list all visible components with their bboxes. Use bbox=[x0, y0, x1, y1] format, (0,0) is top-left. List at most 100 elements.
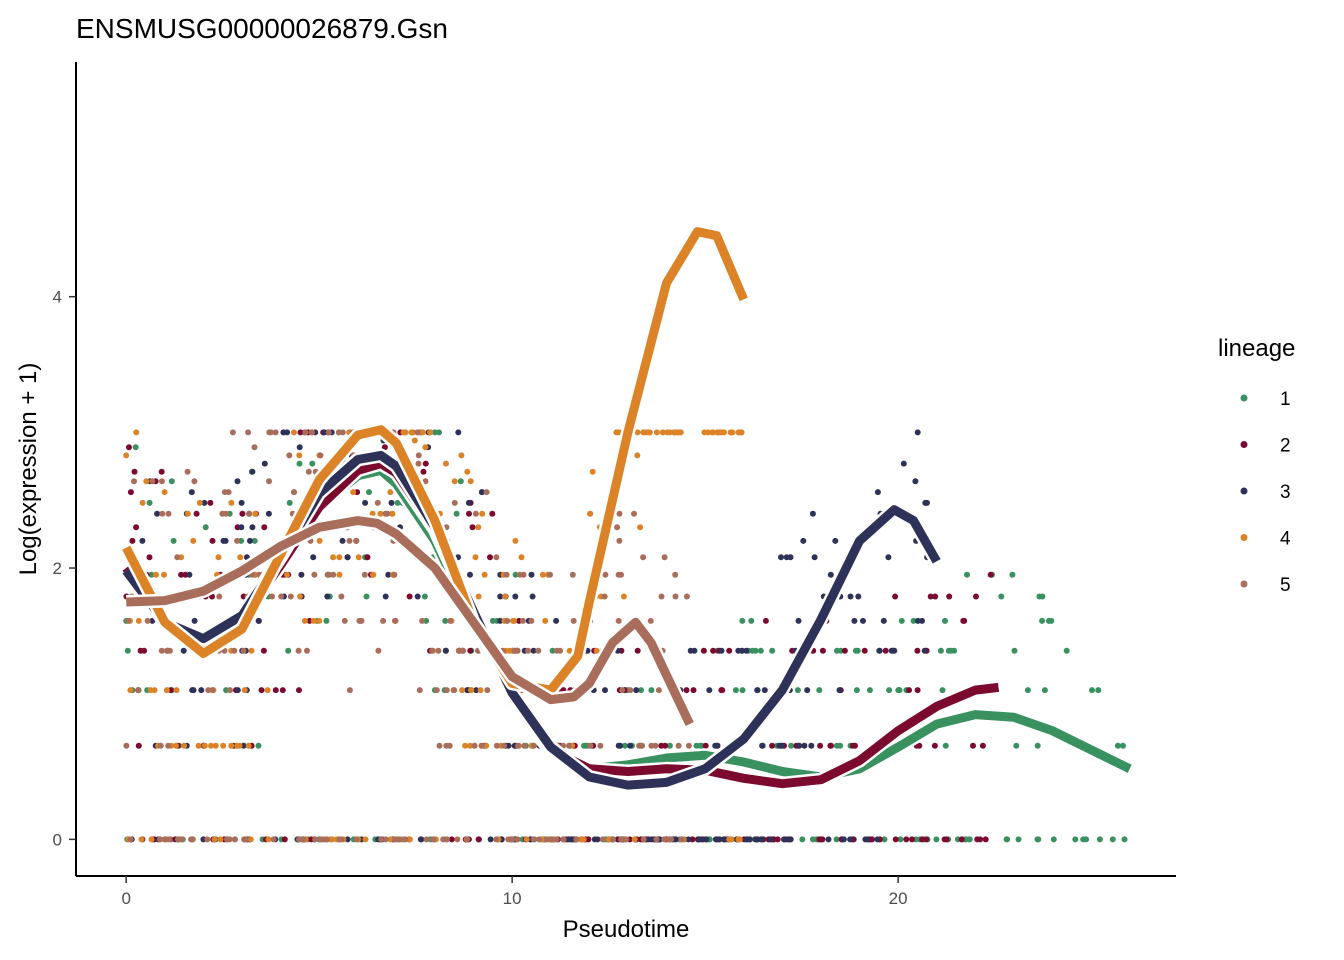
data-point-lineage-3 bbox=[154, 510, 161, 517]
data-point-lineage-4 bbox=[613, 429, 620, 436]
data-point-lineage-3 bbox=[687, 647, 694, 654]
smooth-curve-lineage-5 bbox=[126, 516, 694, 727]
data-point-lineage-3 bbox=[718, 647, 725, 654]
data-point-lineage-1 bbox=[638, 687, 644, 694]
data-point-lineage-5 bbox=[165, 742, 172, 749]
data-point-lineage-1 bbox=[1036, 593, 1043, 600]
data-point-lineage-5 bbox=[616, 537, 623, 544]
data-point-lineage-5 bbox=[296, 836, 302, 843]
data-point-lineage-3 bbox=[714, 742, 721, 749]
data-point-lineage-2 bbox=[137, 647, 144, 654]
data-point-lineage-5 bbox=[573, 836, 580, 843]
data-point-lineage-2 bbox=[422, 460, 429, 467]
data-point-lineage-4 bbox=[228, 742, 235, 749]
data-point-lineage-5 bbox=[304, 647, 310, 654]
data-point-lineage-5 bbox=[483, 489, 490, 496]
data-point-lineage-3 bbox=[754, 687, 761, 694]
data-point-lineage-1 bbox=[251, 537, 258, 544]
data-point-lineage-1 bbox=[837, 742, 844, 749]
data-point-lineage-4 bbox=[362, 836, 369, 843]
data-point-lineage-1 bbox=[363, 593, 370, 600]
data-point-lineage-5 bbox=[302, 429, 309, 436]
data-point-lineage-1 bbox=[1015, 836, 1022, 843]
data-point-lineage-3 bbox=[855, 593, 862, 600]
data-point-lineage-5 bbox=[484, 687, 491, 694]
data-point-lineage-1 bbox=[1024, 687, 1031, 694]
data-point-lineage-4 bbox=[566, 647, 573, 654]
data-point-lineage-3 bbox=[530, 647, 537, 654]
data-point-lineage-5 bbox=[493, 836, 500, 843]
data-point-lineage-3 bbox=[787, 836, 794, 843]
data-point-lineage-2 bbox=[817, 742, 824, 749]
data-point-lineage-4 bbox=[510, 617, 516, 624]
data-point-lineage-5 bbox=[158, 478, 165, 485]
data-point-lineage-4 bbox=[290, 429, 297, 436]
data-point-lineage-4 bbox=[316, 537, 323, 544]
data-point-lineage-2 bbox=[960, 617, 967, 624]
data-point-lineage-2 bbox=[882, 647, 889, 654]
data-point-lineage-5 bbox=[478, 742, 485, 749]
data-point-lineage-5 bbox=[460, 647, 467, 654]
data-point-lineage-5 bbox=[520, 571, 527, 578]
data-point-lineage-4 bbox=[195, 742, 202, 749]
data-point-lineage-3 bbox=[864, 836, 871, 843]
data-point-lineage-5 bbox=[305, 468, 312, 475]
data-point-lineage-5 bbox=[178, 836, 185, 843]
data-point-lineage-3 bbox=[715, 836, 722, 843]
data-point-lineage-1 bbox=[1039, 617, 1046, 624]
data-point-lineage-3 bbox=[473, 687, 480, 694]
data-point-lineage-1 bbox=[1003, 836, 1010, 843]
data-point-lineage-3 bbox=[744, 836, 751, 843]
data-point-lineage-4 bbox=[173, 687, 180, 694]
data-point-lineage-1 bbox=[833, 836, 840, 843]
data-point-lineage-2 bbox=[158, 468, 165, 475]
data-point-lineage-2 bbox=[979, 742, 986, 749]
data-point-lineage-1 bbox=[794, 687, 801, 694]
data-point-lineage-4 bbox=[370, 571, 377, 578]
data-point-lineage-4 bbox=[297, 593, 303, 600]
data-point-lineage-4 bbox=[215, 554, 222, 561]
data-point-lineage-1 bbox=[998, 593, 1005, 600]
data-point-lineage-5 bbox=[311, 571, 318, 578]
data-point-lineage-5 bbox=[507, 836, 514, 843]
data-point-lineage-4 bbox=[406, 836, 413, 843]
data-point-lineage-5 bbox=[251, 444, 258, 451]
data-point-lineage-5 bbox=[356, 617, 363, 624]
data-point-lineage-3 bbox=[442, 647, 449, 654]
data-point-lineage-5 bbox=[587, 742, 594, 749]
data-point-lineage-3 bbox=[220, 537, 227, 544]
data-point-lineage-5 bbox=[419, 617, 426, 624]
data-point-lineage-3 bbox=[851, 617, 858, 624]
data-point-lineage-4 bbox=[217, 836, 224, 843]
data-point-lineage-5 bbox=[174, 554, 181, 561]
data-point-lineage-4 bbox=[634, 452, 641, 459]
data-point-lineage-4 bbox=[234, 742, 241, 749]
data-point-lineage-5 bbox=[423, 836, 430, 843]
data-point-lineage-2 bbox=[364, 554, 371, 561]
data-point-lineage-3 bbox=[885, 554, 892, 561]
data-point-lineage-4 bbox=[190, 537, 197, 544]
data-point-lineage-1 bbox=[648, 687, 655, 694]
data-point-lineage-1 bbox=[896, 687, 902, 694]
data-point-lineage-1 bbox=[1013, 742, 1020, 749]
data-point-lineage-3 bbox=[467, 571, 473, 578]
data-point-lineage-1 bbox=[170, 537, 177, 544]
data-point-lineage-5 bbox=[226, 836, 233, 843]
data-point-lineage-5 bbox=[341, 617, 348, 624]
data-point-lineage-5 bbox=[338, 836, 345, 843]
legend-key-4 bbox=[1240, 534, 1248, 541]
x-tick-label: 10 bbox=[503, 889, 522, 908]
data-point-lineage-5 bbox=[325, 429, 332, 436]
data-point-lineage-1 bbox=[457, 478, 464, 485]
data-point-lineage-3 bbox=[796, 742, 803, 749]
data-point-lineage-1 bbox=[168, 478, 175, 485]
data-point-lineage-3 bbox=[874, 489, 881, 496]
data-point-lineage-3 bbox=[778, 554, 784, 561]
data-point-lineage-5 bbox=[543, 836, 550, 843]
data-point-lineage-5 bbox=[433, 687, 440, 694]
y-tick-label: 0 bbox=[53, 830, 62, 849]
data-point-lineage-2 bbox=[146, 554, 153, 561]
data-point-lineage-4 bbox=[248, 647, 255, 654]
data-point-lineage-5 bbox=[471, 742, 478, 749]
data-point-lineage-3 bbox=[738, 647, 745, 654]
